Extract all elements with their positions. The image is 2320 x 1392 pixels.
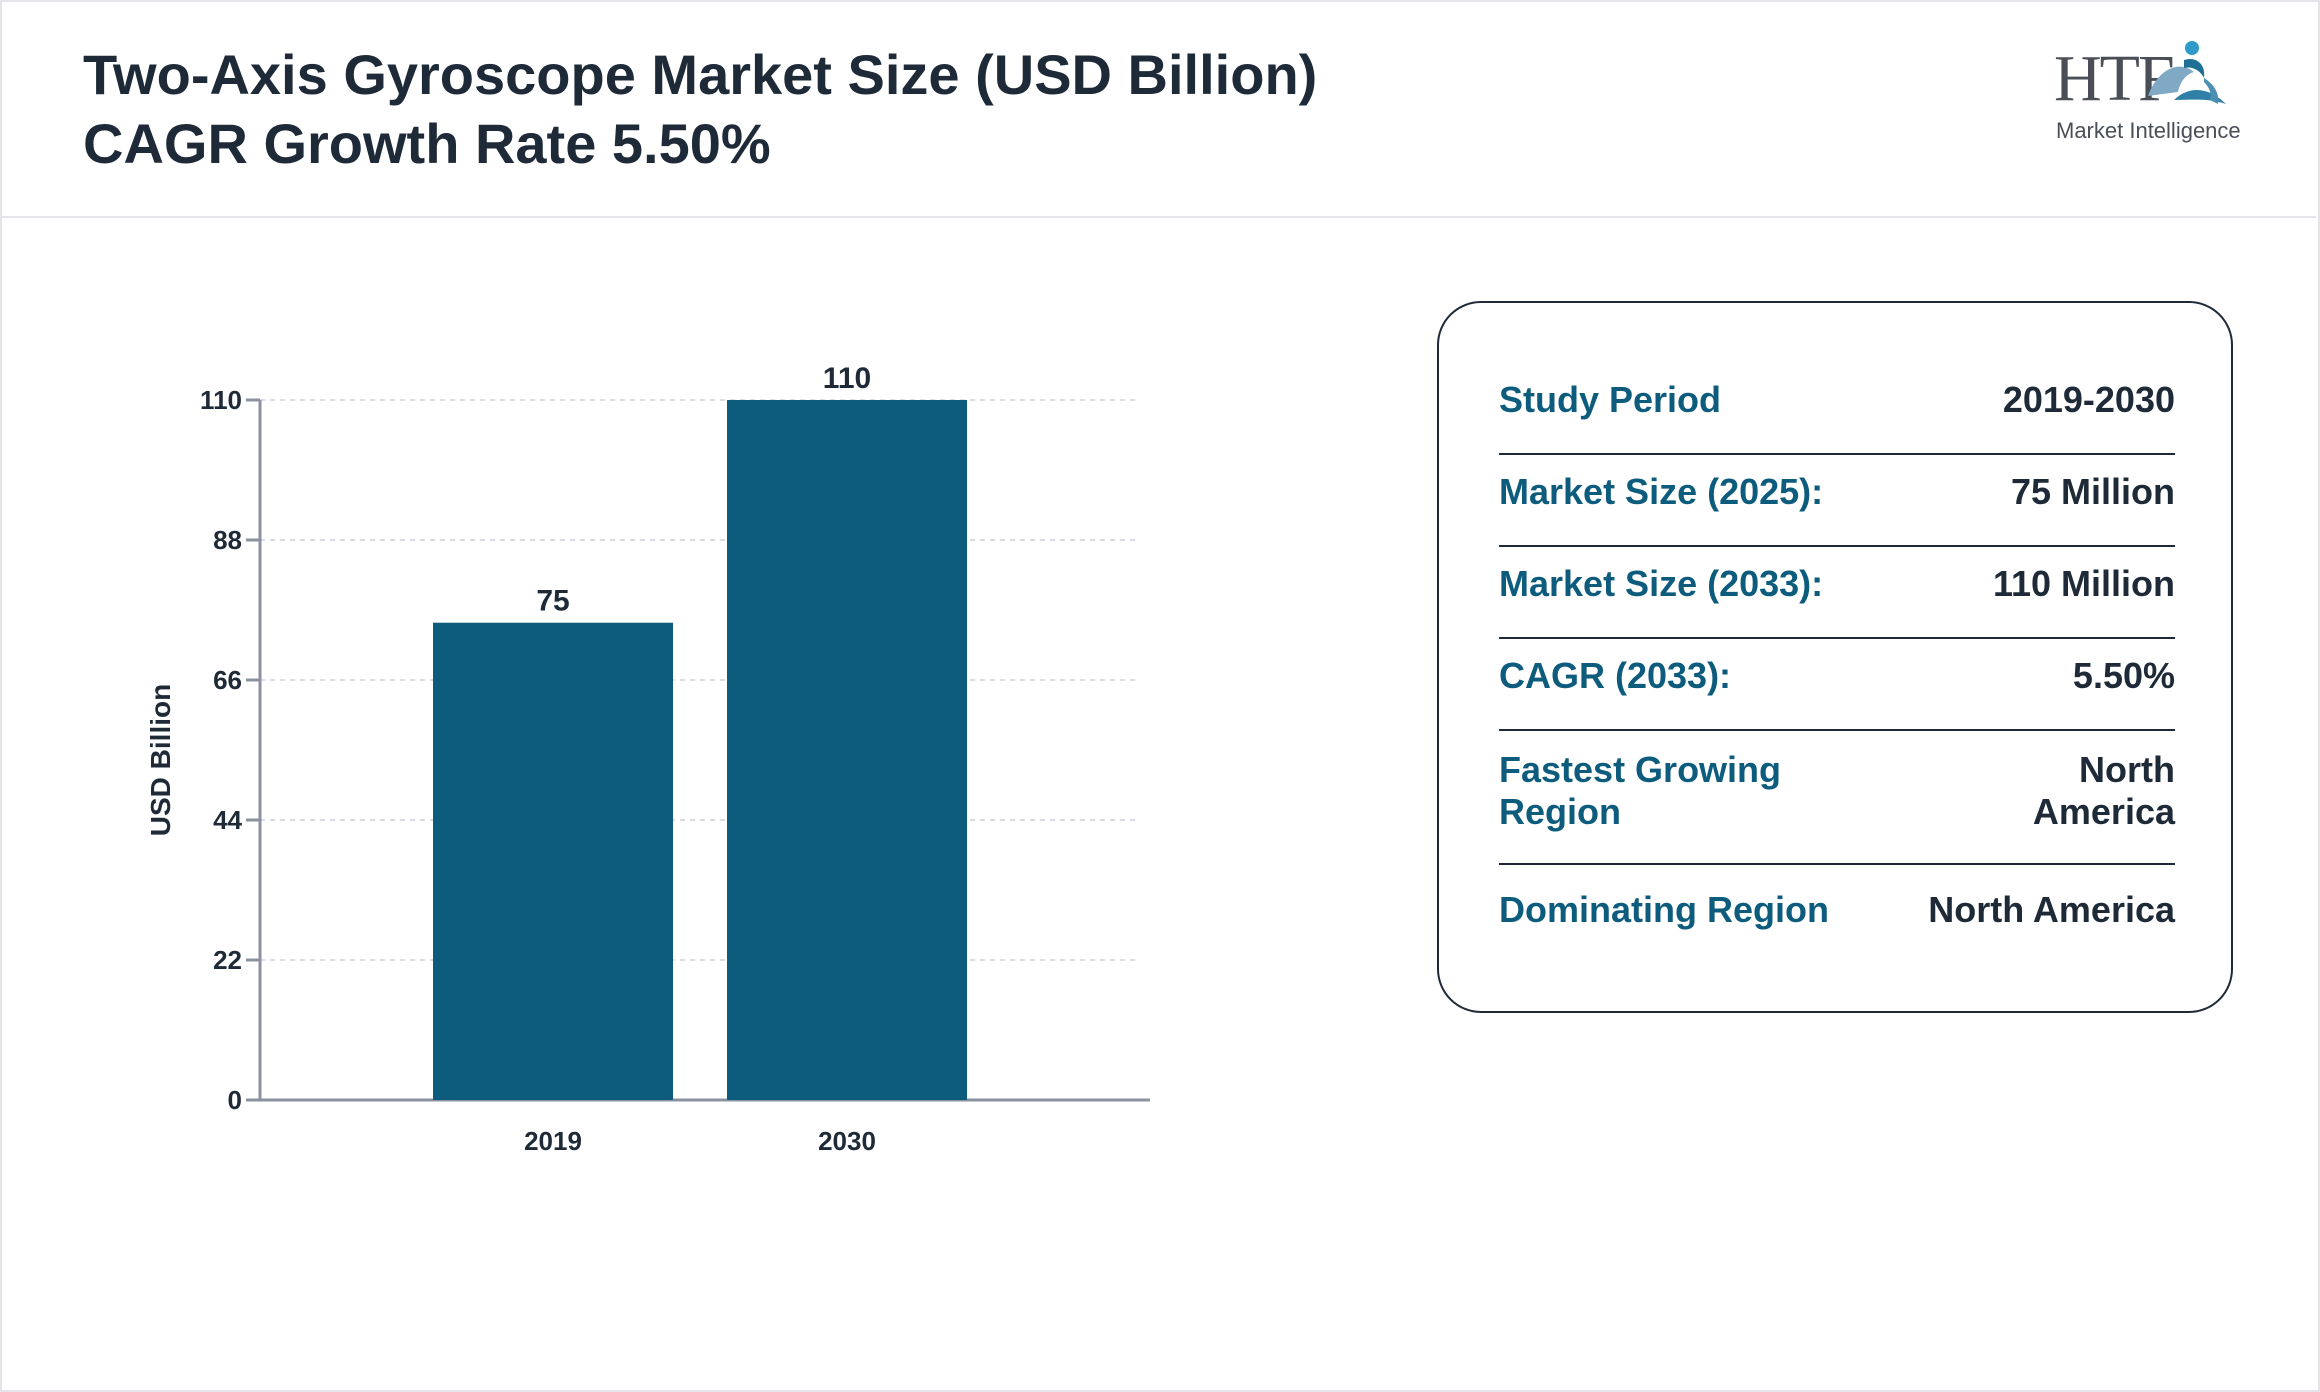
info-label: Fastest Growing Region [1499,749,1782,832]
y-tick-label: 88 [213,525,242,555]
info-value: 2019-2030 [2002,379,2175,420]
header: Two-Axis Gyroscope Market Size (USD Bill… [0,0,2316,218]
info-value: 75 Million [2010,471,2175,512]
y-tick-label: 0 [228,1085,242,1115]
y-axis-label: USD Billion [145,684,176,836]
info-row-cagr: CAGR (2033): 5.50% [1499,639,2175,731]
y-tick-label: 110 [200,385,242,415]
info-label: Market Size (2033): [1499,563,1824,604]
x-tick-label: 2030 [818,1126,876,1156]
x-tick-label: 2019 [524,1126,582,1156]
info-row-fastest-growing-region: Fastest Growing Region North America [1499,731,2175,865]
swimmer-splash-icon [2148,41,2226,104]
y-tick-label: 66 [213,665,242,695]
info-value: North America [2032,749,2175,832]
info-row-market-size-2025: Market Size (2025): 75 Million [1499,455,2175,547]
info-card: Study Period 2019-2030 Market Size (2025… [1437,301,2233,1013]
y-tick-label: 22 [213,945,242,975]
info-row-study-period: Study Period 2019-2030 [1499,353,2175,455]
info-label: CAGR (2033): [1499,655,1732,696]
info-label: Dominating Region [1499,889,1829,930]
info-value: 5.50% [2072,655,2175,696]
data-label: 75 [536,585,569,618]
y-tick-label: 44 [213,805,242,835]
bar-chart: 0 22 44 66 88 110 USD Billion 75 2019 110 2030 [130,330,1160,1190]
title-line-2: CAGR Growth Rate 5.50% [83,112,771,175]
data-label: 110 [823,362,871,395]
title-line-1: Two-Axis Gyroscope Market Size (USD Bill… [83,43,1318,106]
info-value: North America [1928,889,2175,930]
bar-2030 [727,400,967,1100]
info-label: Study Period [1499,379,1722,420]
htf-logo: HTF Market Intelligence [2052,38,2242,148]
bar-2019 [433,622,673,1100]
info-value: 110 Million [1992,563,2175,604]
chart-svg: 0 22 44 66 88 110 USD Billion 75 2019 110 2030 [145,362,1150,1156]
info-row-dominating-region: Dominating Region North America [1499,865,2175,955]
info-row-market-size-2033: Market Size (2033): 110 Million [1499,547,2175,639]
page-title: Two-Axis Gyroscope Market Size (USD Bill… [83,40,1317,178]
info-label: Market Size (2025): [1499,471,1824,512]
logo-brand: HTF [2054,42,2175,115]
logo-tagline: Market Intelligence [2056,118,2241,143]
